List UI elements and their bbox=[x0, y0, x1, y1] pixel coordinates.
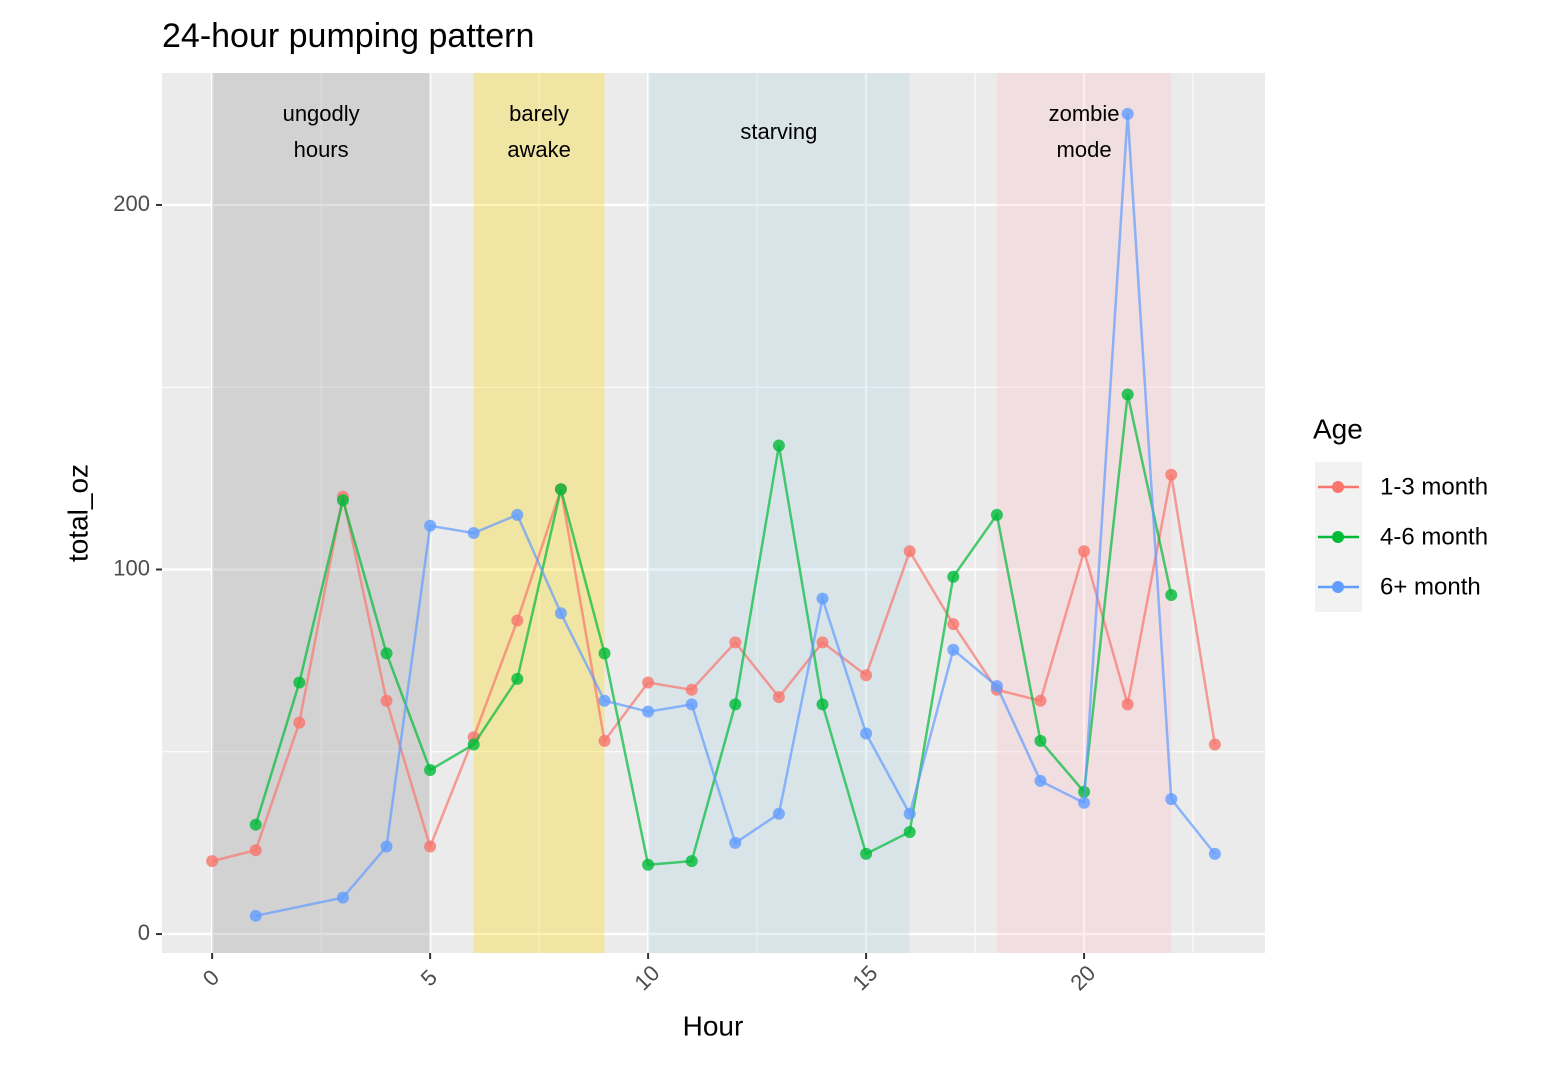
data-point bbox=[1208, 847, 1221, 860]
data-point bbox=[685, 855, 698, 868]
data-point bbox=[1208, 738, 1221, 751]
data-point bbox=[860, 669, 873, 682]
x-tick-label: 15 bbox=[847, 960, 882, 995]
legend-title: Age bbox=[1313, 413, 1363, 444]
data-point bbox=[293, 716, 306, 729]
data-point bbox=[249, 909, 262, 922]
data-point bbox=[1121, 388, 1134, 401]
data-point bbox=[903, 545, 916, 558]
data-point bbox=[990, 680, 1003, 693]
highlight-band bbox=[648, 73, 910, 953]
data-point bbox=[467, 738, 480, 751]
data-point bbox=[903, 807, 916, 820]
data-point bbox=[249, 818, 262, 831]
data-point bbox=[816, 592, 829, 605]
data-point bbox=[642, 705, 655, 718]
band-label: starving bbox=[740, 119, 817, 144]
data-point bbox=[947, 618, 960, 631]
data-point bbox=[467, 527, 480, 540]
legend-label: 1-3 month bbox=[1380, 473, 1488, 500]
data-point bbox=[293, 676, 306, 689]
data-point bbox=[380, 647, 393, 660]
band-label: barely bbox=[509, 101, 569, 126]
data-point bbox=[511, 508, 524, 521]
series-line bbox=[255, 113, 1216, 918]
band-label: ungodly bbox=[283, 101, 360, 126]
data-point bbox=[424, 764, 437, 777]
data-point bbox=[772, 691, 785, 704]
data-point bbox=[990, 508, 1003, 521]
legend-marker bbox=[1332, 481, 1344, 493]
data-point bbox=[772, 807, 785, 820]
data-point bbox=[380, 840, 393, 853]
data-point bbox=[249, 844, 262, 857]
data-point bbox=[1121, 107, 1134, 120]
data-point bbox=[642, 676, 655, 689]
highlight-band bbox=[212, 73, 431, 953]
data-point bbox=[1121, 698, 1134, 711]
data-point bbox=[947, 570, 960, 583]
y-tick-label: 200 bbox=[113, 191, 150, 216]
data-point bbox=[816, 698, 829, 711]
data-point bbox=[598, 694, 611, 707]
data-point bbox=[1078, 545, 1091, 558]
data-point bbox=[729, 636, 742, 649]
data-point bbox=[1078, 796, 1091, 809]
data-point bbox=[903, 825, 916, 838]
y-tick-label: 100 bbox=[113, 555, 150, 580]
data-point bbox=[685, 698, 698, 711]
x-tick-label: 5 bbox=[416, 965, 442, 991]
data-point bbox=[511, 672, 524, 685]
data-point bbox=[947, 643, 960, 656]
data-point bbox=[860, 727, 873, 740]
y-tick-label: 0 bbox=[138, 920, 150, 945]
band-label: awake bbox=[507, 137, 571, 162]
highlight-band bbox=[473, 73, 605, 953]
data-point bbox=[598, 734, 611, 747]
data-point bbox=[1034, 774, 1047, 787]
data-point bbox=[1034, 694, 1047, 707]
data-point bbox=[772, 439, 785, 452]
x-tick-label: 0 bbox=[198, 965, 224, 991]
data-point bbox=[729, 698, 742, 711]
x-tick-label: 20 bbox=[1065, 960, 1100, 995]
data-point bbox=[336, 494, 349, 507]
data-point bbox=[206, 855, 219, 868]
legend-label: 6+ month bbox=[1380, 573, 1481, 600]
data-point bbox=[1165, 793, 1178, 806]
data-point bbox=[860, 847, 873, 860]
legend-marker bbox=[1332, 531, 1344, 543]
data-point bbox=[598, 647, 611, 660]
data-point bbox=[642, 858, 655, 871]
data-point bbox=[336, 891, 349, 904]
data-point bbox=[1165, 589, 1178, 602]
data-point bbox=[1034, 734, 1047, 747]
data-point bbox=[554, 607, 567, 620]
data-point bbox=[511, 614, 524, 627]
data-point bbox=[685, 683, 698, 696]
legend-marker bbox=[1332, 581, 1344, 593]
data-point bbox=[554, 483, 567, 496]
series-line bbox=[254, 394, 1173, 867]
legend-label: 4-6 month bbox=[1380, 523, 1488, 550]
data-point bbox=[424, 840, 437, 853]
band-label: zombie bbox=[1049, 101, 1120, 126]
band-label: hours bbox=[294, 137, 349, 162]
data-point bbox=[424, 519, 437, 532]
chart-title: 24-hour pumping pattern bbox=[162, 17, 534, 55]
series-line bbox=[211, 474, 1217, 863]
y-axis-label: total_oz bbox=[62, 464, 93, 562]
highlight-band bbox=[996, 73, 1172, 953]
data-point bbox=[729, 836, 742, 849]
data-point bbox=[816, 636, 829, 649]
data-point bbox=[380, 694, 393, 707]
x-axis-label: Hour bbox=[683, 1010, 744, 1041]
data-point bbox=[1165, 468, 1178, 481]
x-tick-label: 10 bbox=[629, 960, 664, 995]
band-label: mode bbox=[1057, 137, 1112, 162]
